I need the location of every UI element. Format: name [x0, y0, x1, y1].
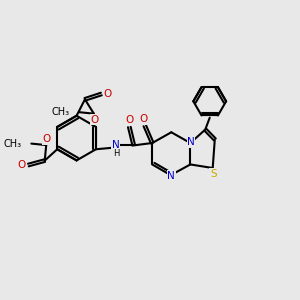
Text: H: H: [113, 149, 119, 158]
Text: S: S: [210, 169, 217, 179]
Text: O: O: [42, 134, 50, 144]
Text: N: N: [187, 137, 195, 147]
Text: N: N: [167, 171, 175, 181]
Text: O: O: [104, 89, 112, 99]
Text: O: O: [125, 116, 134, 125]
Text: CH₃: CH₃: [4, 139, 22, 148]
Text: O: O: [90, 115, 99, 124]
Text: O: O: [139, 114, 147, 124]
Text: N: N: [112, 140, 120, 150]
Text: O: O: [18, 160, 26, 170]
Text: CH₃: CH₃: [51, 107, 69, 117]
